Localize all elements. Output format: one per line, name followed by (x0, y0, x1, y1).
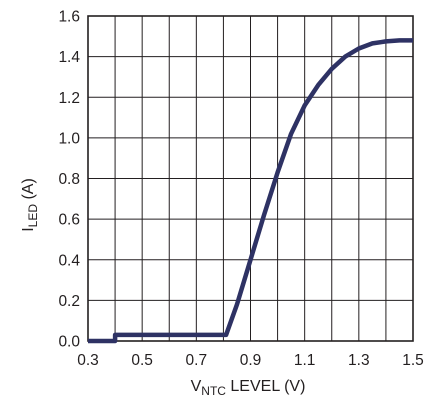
x-axis-title: VNTC LEVEL (V) (191, 378, 306, 398)
y-axis-title-rest: (A) (20, 178, 37, 204)
grid (87, 15, 414, 342)
x-tick-label: 1.5 (402, 352, 424, 369)
y-tick-label: 0.6 (58, 212, 80, 229)
y-tick-label: 0.4 (58, 252, 80, 269)
y-tick-label: 0.8 (58, 171, 80, 188)
x-tick-label: 0.5 (131, 352, 153, 369)
x-tick-label: 1.1 (294, 352, 316, 369)
y-axis-title-sub: LED (26, 204, 40, 228)
x-tick-label: 1.3 (348, 352, 370, 369)
y-tick-labels: 0.0 0.2 0.4 0.6 0.8 1.0 1.2 1.4 1.6 (58, 9, 80, 351)
x-tick-labels: 0.3 0.5 0.7 0.9 1.1 1.3 1.5 (77, 352, 424, 369)
y-tick-label: 1.4 (58, 49, 80, 66)
y-tick-label: 1.2 (58, 90, 80, 107)
x-tick-label: 0.9 (240, 352, 262, 369)
x-axis-title-sub: NTC (201, 384, 226, 398)
y-axis-title: ILED (A) (20, 178, 40, 232)
y-tick-label: 1.6 (58, 9, 80, 26)
y-tick-label: 0.2 (58, 293, 80, 310)
y-tick-label: 0.0 (58, 334, 80, 351)
x-tick-label: 0.7 (186, 352, 208, 369)
x-axis-title-rest: LEVEL (V) (226, 378, 305, 395)
y-axis-title-main: I (20, 227, 37, 231)
plot-frame (87, 15, 414, 342)
x-tick-label: 0.3 (77, 352, 99, 369)
y-tick-label: 1.0 (58, 130, 80, 147)
series-line (88, 38, 413, 344)
x-axis-title-main: V (191, 378, 202, 395)
